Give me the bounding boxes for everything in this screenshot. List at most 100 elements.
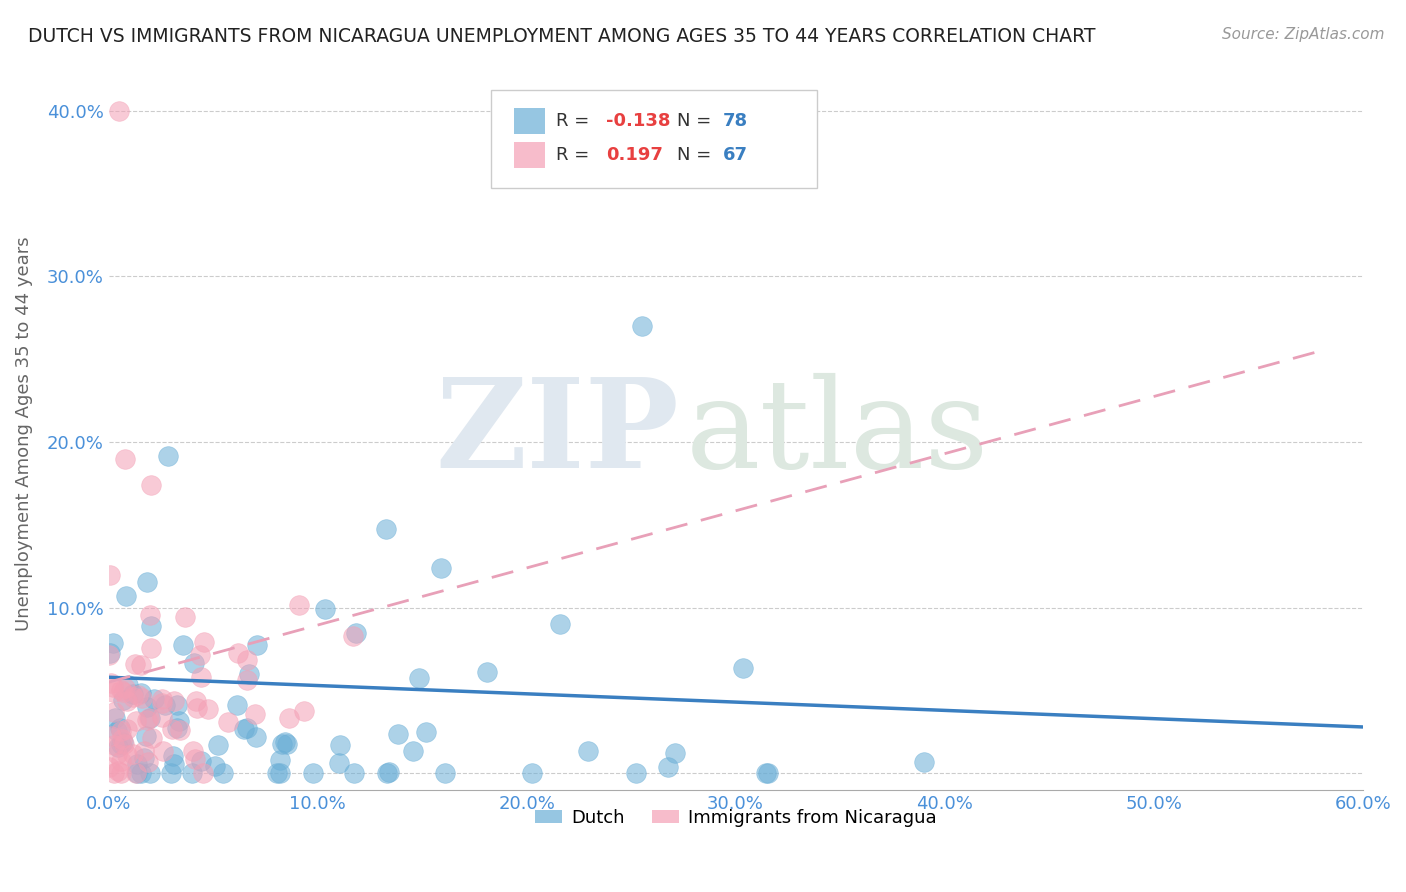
Point [169, 723, 191, 737]
Point [186, 701, 208, 715]
Point [115, 748, 138, 763]
Point [135, 700, 157, 714]
Point [276, 737, 298, 751]
Point [112, 737, 135, 751]
Point [110, 766, 132, 780]
Point [114, 681, 136, 695]
Point [226, 646, 249, 660]
Point [100, 729, 122, 743]
Point [343, 766, 366, 780]
Point [273, 735, 295, 749]
Point [433, 766, 456, 780]
Point [103, 738, 125, 752]
Y-axis label: Unemployment Among Ages 35 to 44 years: Unemployment Among Ages 35 to 44 years [15, 236, 32, 631]
Text: DUTCH VS IMMIGRANTS FROM NICARAGUA UNEMPLOYMENT AMONG AGES 35 TO 44 YEARS CORREL: DUTCH VS IMMIGRANTS FROM NICARAGUA UNEMP… [28, 27, 1095, 45]
Point [277, 711, 299, 725]
Point [188, 648, 211, 662]
Point [150, 696, 173, 710]
Point [103, 705, 125, 719]
Point [387, 727, 409, 741]
Point [233, 722, 256, 736]
Point [235, 722, 257, 736]
Point [134, 744, 156, 758]
Point [162, 722, 184, 736]
Point [115, 694, 138, 708]
Point [117, 677, 139, 691]
Point [111, 732, 134, 747]
Point [172, 638, 194, 652]
Point [207, 738, 229, 752]
Point [657, 759, 679, 773]
Point [111, 685, 134, 699]
Point [107, 739, 129, 754]
Point [98, 648, 121, 662]
Point [152, 744, 174, 758]
Point [139, 619, 162, 633]
Point [129, 686, 152, 700]
Point [269, 753, 291, 767]
Point [755, 766, 778, 780]
Point [408, 671, 430, 685]
Point [238, 667, 260, 681]
Point [246, 638, 269, 652]
Point [139, 640, 162, 655]
Point [266, 766, 288, 780]
Point [475, 665, 498, 679]
Point [236, 653, 259, 667]
Point [270, 737, 292, 751]
Text: ZIP: ZIP [436, 373, 679, 494]
Point [114, 451, 136, 466]
Point [124, 657, 146, 671]
Point [98, 568, 121, 582]
Point [103, 766, 125, 780]
Point [141, 731, 163, 746]
Point [105, 723, 128, 738]
Point [115, 590, 138, 604]
Point [150, 710, 173, 724]
Point [138, 711, 160, 725]
Point [181, 744, 204, 758]
Point [167, 714, 190, 728]
Point [226, 698, 249, 713]
Point [163, 694, 186, 708]
Point [157, 449, 180, 463]
Point [112, 735, 135, 749]
Text: R =: R = [557, 112, 595, 130]
Point [576, 743, 599, 757]
Text: R =: R = [557, 146, 600, 164]
Text: 67: 67 [723, 146, 748, 164]
Point [269, 766, 291, 780]
Point [122, 690, 145, 704]
Point [402, 744, 425, 758]
Point [135, 729, 157, 743]
Text: 0.197: 0.197 [606, 146, 664, 164]
Point [107, 764, 129, 779]
Point [122, 747, 145, 761]
Point [212, 766, 235, 780]
Point [150, 692, 173, 706]
Point [136, 755, 159, 769]
Point [243, 706, 266, 721]
FancyBboxPatch shape [513, 108, 546, 134]
Point [235, 673, 257, 688]
Point [98, 646, 121, 660]
Point [101, 681, 124, 695]
Point [108, 103, 131, 118]
Point [104, 711, 127, 725]
Point [197, 702, 219, 716]
Point [186, 694, 208, 708]
Point [139, 608, 162, 623]
Point [138, 711, 160, 725]
Point [288, 599, 311, 613]
FancyBboxPatch shape [491, 89, 817, 188]
Point [342, 629, 364, 643]
Point [756, 766, 779, 780]
Point [191, 765, 214, 780]
Point [415, 725, 437, 739]
Point [162, 757, 184, 772]
Point [136, 714, 159, 728]
Point [115, 723, 138, 737]
Text: -0.138: -0.138 [606, 112, 671, 130]
FancyBboxPatch shape [513, 143, 546, 168]
Point [112, 692, 135, 706]
